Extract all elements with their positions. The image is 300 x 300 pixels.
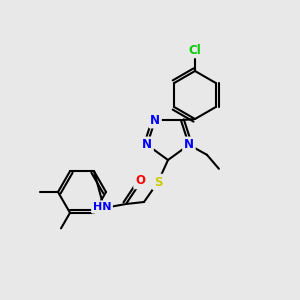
Text: N: N (150, 114, 160, 127)
Text: HN: HN (93, 202, 111, 212)
Text: O: O (135, 175, 145, 188)
Text: S: S (154, 176, 162, 188)
Text: Cl: Cl (189, 44, 201, 56)
Text: N: N (142, 138, 152, 151)
Text: N: N (184, 138, 194, 151)
